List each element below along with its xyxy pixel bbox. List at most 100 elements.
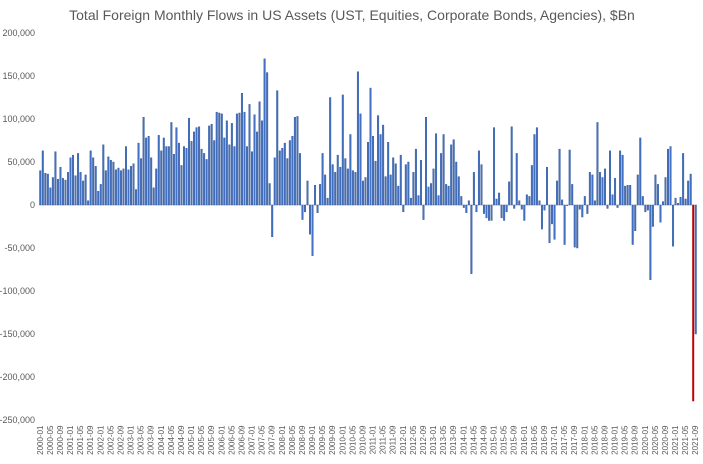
bar — [132, 163, 135, 206]
bar — [609, 150, 611, 206]
bar — [417, 195, 420, 206]
bar — [515, 153, 518, 206]
x-tick-label: 2014-01 — [459, 425, 468, 455]
bar — [109, 160, 112, 206]
bar — [152, 187, 155, 206]
x-tick-label: 2020-05 — [651, 425, 660, 455]
bar — [447, 185, 450, 206]
bar — [591, 174, 594, 206]
x-tick-label: 2009-05 — [318, 425, 327, 455]
bar — [404, 164, 407, 206]
bar — [485, 204, 488, 219]
bar — [644, 204, 647, 213]
bar — [79, 172, 82, 206]
x-tick-label: 2017-05 — [560, 425, 569, 455]
x-tick-label: 2018-05 — [590, 425, 599, 455]
bar — [551, 204, 554, 225]
y-tick-label: -150,000 — [0, 329, 35, 339]
bar — [87, 200, 90, 206]
bar — [266, 72, 269, 206]
bar — [382, 124, 385, 206]
bar — [291, 135, 294, 206]
x-tick-label: 2011-09 — [389, 425, 398, 454]
bar — [160, 150, 163, 206]
bar — [147, 135, 150, 206]
bar — [56, 178, 59, 206]
bar — [664, 177, 667, 206]
x-tick-label: 2017-09 — [570, 425, 579, 455]
x-tick-label: 2001-09 — [86, 425, 95, 455]
x-tick-label: 2005-01 — [187, 425, 196, 455]
bar — [248, 104, 251, 206]
bar — [130, 166, 133, 206]
bar — [475, 204, 478, 213]
bar — [674, 197, 677, 206]
bar — [372, 135, 375, 206]
bar — [220, 113, 223, 206]
x-tick-label: 2004-01 — [157, 425, 166, 455]
bar — [646, 204, 649, 211]
bar — [639, 137, 642, 206]
bar — [624, 185, 627, 206]
x-tick-label: 2008-09 — [298, 425, 307, 455]
bar — [669, 146, 672, 206]
bar — [500, 204, 503, 219]
x-tick-label: 2021-05 — [681, 425, 690, 455]
bar — [124, 146, 127, 206]
x-tick-label: 2007-05 — [258, 425, 267, 455]
bar — [419, 160, 422, 206]
x-tick-label: 2011-05 — [379, 425, 388, 454]
bar — [583, 196, 586, 206]
bar — [218, 112, 221, 206]
bar — [641, 196, 644, 206]
bar — [488, 204, 490, 221]
bar — [276, 90, 279, 206]
bar — [44, 172, 47, 206]
bar — [288, 140, 291, 206]
y-tick-label: -250,000 — [0, 415, 35, 425]
bar — [503, 204, 506, 221]
bar — [203, 153, 206, 206]
bar — [533, 134, 536, 206]
x-tick-label: 2019-09 — [631, 425, 640, 455]
bar — [41, 150, 44, 206]
x-tick-label: 2010-09 — [358, 425, 367, 455]
bar — [445, 184, 448, 206]
bar — [263, 58, 266, 206]
x-tick-label: 2015-05 — [500, 425, 509, 455]
x-axis-ticks: 2000-01 2000-05 2000-09 2001-01 2001-05 2001-… — [36, 425, 700, 455]
bar — [296, 116, 299, 206]
bar — [593, 200, 596, 206]
x-tick-label: 2010-05 — [348, 425, 357, 455]
bar — [309, 204, 311, 235]
bar — [256, 131, 259, 206]
bar — [311, 204, 314, 256]
bar — [369, 87, 372, 206]
y-tick-label: 50,000 — [7, 157, 35, 167]
bar — [495, 198, 498, 206]
x-tick-label: 2020-01 — [641, 425, 650, 455]
bar — [324, 174, 327, 206]
bar — [268, 183, 271, 206]
bar — [356, 71, 359, 206]
bar — [246, 146, 248, 206]
bar — [412, 172, 415, 206]
bar — [611, 194, 614, 206]
bar — [556, 180, 559, 206]
bar — [387, 142, 390, 206]
x-tick-label: 2000-01 — [36, 425, 45, 455]
bar — [61, 178, 64, 206]
bar — [687, 180, 690, 206]
bar — [462, 204, 465, 208]
x-tick-label: 2016-09 — [540, 425, 549, 455]
highlighted-bar — [692, 204, 695, 402]
bar — [331, 164, 334, 206]
bar — [258, 101, 261, 206]
y-tick-label: 200,000 — [2, 28, 35, 38]
x-tick-label: 2006-09 — [237, 425, 246, 455]
y-tick-label: 150,000 — [2, 71, 35, 81]
bar — [467, 200, 470, 206]
bar — [586, 204, 589, 214]
bar — [54, 151, 57, 206]
